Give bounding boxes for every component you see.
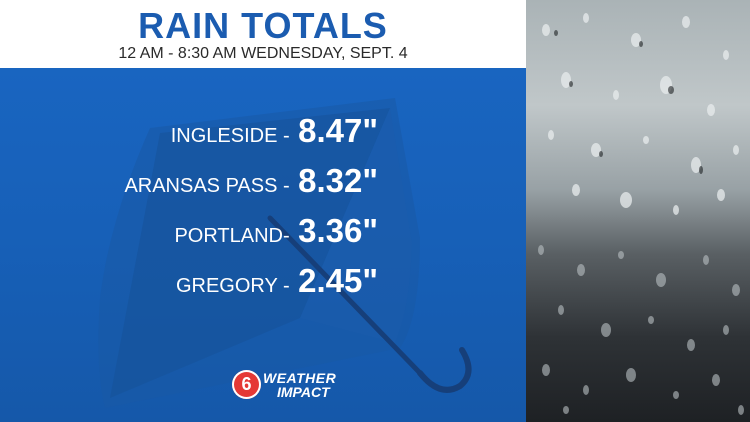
rain-amount: 2.45" [298, 262, 378, 299]
weather-impact-logo: 6 WEATHER IMPACT [232, 369, 352, 403]
location-name: INGLESIDE - [170, 125, 290, 147]
list-item: GREGORY - 2.45" [0, 250, 526, 300]
header-band: RAIN TOTALS 12 AM - 8:30 AM WEDNESDAY, S… [0, 0, 526, 68]
list-item: PORTLAND- 3.36" [0, 200, 526, 250]
logo-word-weather: WEATHER [263, 370, 337, 386]
list-item: INGLESIDE - 8.47" [0, 100, 526, 150]
location-name: GREGORY - [175, 275, 290, 297]
rain-amount: 8.47" [298, 112, 378, 149]
graphic-panel: RAIN TOTALS 12 AM - 8:30 AM WEDNESDAY, S… [0, 0, 526, 422]
raindrops-icon [538, 13, 744, 415]
logo-word-impact: IMPACT [277, 384, 330, 400]
rain-amount: 3.36" [298, 212, 378, 249]
channel-6-badge: 6 [232, 370, 261, 399]
location-name: ARANSAS PASS - [124, 175, 290, 197]
rain-amount: 8.32" [298, 162, 378, 199]
umbrella-icon [98, 98, 472, 408]
rain-on-window-photo [526, 0, 750, 422]
page-subtitle: 12 AM - 8:30 AM WEDNESDAY, SEPT. 4 [118, 45, 408, 62]
location-name: PORTLAND- [174, 225, 290, 247]
list-item: ARANSAS PASS - 8.32" [0, 150, 526, 200]
page-title: RAIN TOTALS [138, 5, 388, 46]
